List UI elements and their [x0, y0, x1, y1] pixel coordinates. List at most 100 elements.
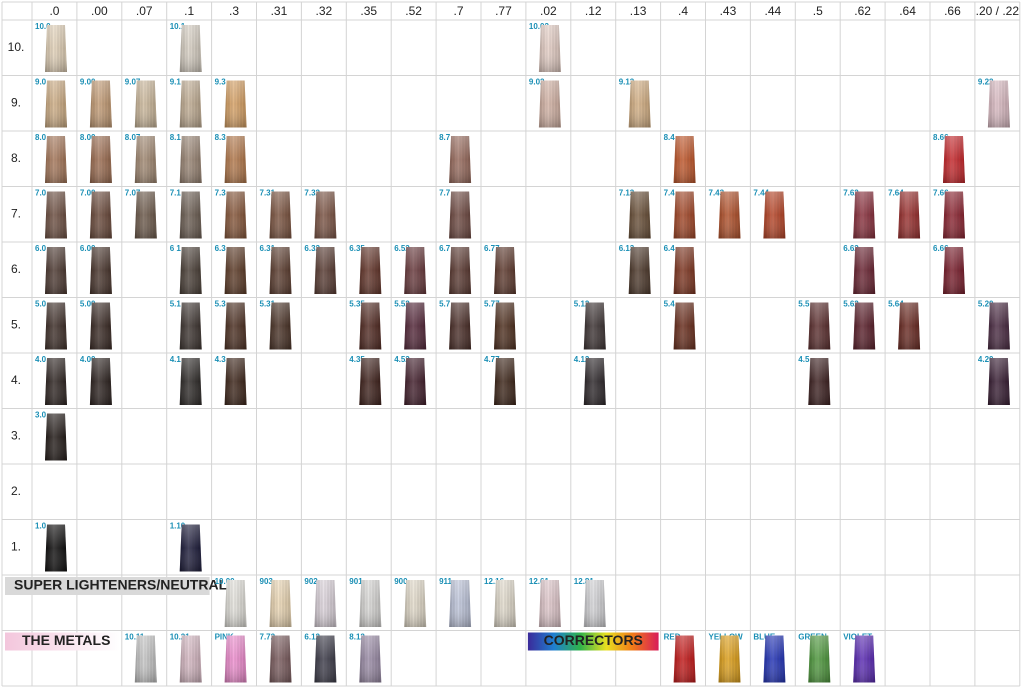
banner: [5, 577, 210, 595]
shade-label: 8.00: [80, 133, 96, 142]
shade-label: 9.02: [529, 78, 545, 87]
swatch-cell: 6.31: [260, 244, 292, 294]
swatch-shade: [449, 247, 472, 294]
swatch-shade: [179, 80, 202, 128]
shade-label: 7.4: [664, 189, 676, 198]
swatch-cell: 900: [394, 577, 427, 627]
shade-label: 6.4: [664, 244, 676, 253]
swatch-shade: [45, 302, 67, 350]
level-label: 5.: [11, 317, 21, 331]
swatch-shade: [359, 358, 382, 405]
swatch-shade: [224, 635, 247, 683]
swatch-shade: [134, 635, 157, 683]
shade-label: 7.64: [888, 189, 904, 198]
shade-label: 5.4: [664, 300, 676, 309]
shade-label: 7.62: [843, 189, 859, 198]
shade-label: 5.31: [260, 300, 276, 309]
swatch-shade: [45, 191, 67, 239]
shade-label: 4.77: [484, 355, 500, 364]
swatch-shade: [853, 191, 876, 239]
swatch-shade: [89, 247, 112, 294]
swatch-cell: 7.66: [933, 189, 965, 239]
swatch-cell: 7.4: [664, 189, 696, 239]
swatch-cell: 9.22: [978, 78, 1010, 128]
swatch-shade: [538, 25, 561, 72]
swatch-cell: 5.52: [394, 300, 427, 350]
swatch-shade: [179, 136, 202, 183]
swatch-shade: [673, 191, 696, 239]
swatch-cell: 12.16: [484, 577, 516, 627]
swatch-shade: [359, 580, 382, 627]
shade-label: 7.32: [304, 189, 320, 198]
swatch-shade: [987, 80, 1010, 128]
swatch-cell: 7.07: [125, 189, 157, 239]
column-header: .00: [91, 4, 108, 18]
shade-label: 911: [439, 577, 452, 586]
swatch-cell: 5.7: [439, 300, 472, 350]
swatch-shade: [808, 302, 831, 350]
swatch-cell: 5.4: [664, 300, 696, 350]
swatch-cell: 10.0: [35, 22, 67, 72]
shade-label: 4.3: [215, 355, 227, 364]
shade-label: 4.1: [170, 355, 182, 364]
swatch-shade: [449, 136, 472, 183]
swatch-shade: [179, 191, 202, 239]
swatch-shade: [494, 580, 516, 627]
shade-label: 9.1: [170, 78, 182, 87]
shade-label: 8.3: [215, 133, 227, 142]
swatch-shade: [314, 191, 337, 239]
shade-label: 6.32: [304, 244, 320, 253]
level-label: 6.: [11, 262, 21, 276]
swatch-cell: 911: [439, 577, 472, 627]
swatch-cell: 1.10: [170, 522, 202, 572]
shade-label: 4.20: [978, 355, 994, 364]
column-header: .66: [944, 4, 961, 18]
swatch-cell: 6.4: [664, 244, 696, 294]
swatch-cell: 7.64: [888, 189, 921, 239]
swatch-shade: [404, 302, 427, 350]
swatch-shade: [808, 635, 831, 683]
swatch-shade: [359, 247, 382, 294]
swatch-cell: 9.3: [215, 78, 247, 128]
swatch-shade: [359, 635, 382, 683]
banner: [5, 632, 120, 651]
shade-label: 903: [260, 577, 274, 586]
shade-label: 8.4: [664, 133, 676, 142]
level-label: 10.: [8, 40, 25, 54]
swatch-shade: [224, 358, 247, 405]
column-header: .7: [454, 4, 464, 18]
swatch-shade: [628, 247, 651, 294]
swatch-shade: [853, 247, 876, 294]
swatch-shade: [269, 302, 292, 350]
shade-label: 6.0: [35, 244, 47, 253]
swatch-shade: [89, 302, 112, 350]
shade-label: 9.13: [619, 78, 635, 87]
swatch-cell: 5.64: [888, 300, 921, 350]
swatch-cell: 3.0: [35, 411, 67, 461]
swatch-shade: [45, 25, 67, 72]
swatch-shade: [45, 358, 67, 405]
swatch-shade: [494, 247, 516, 294]
swatch-shade: [314, 635, 337, 683]
shade-label: 5.77: [484, 300, 500, 309]
swatch-cell: 8.3: [215, 133, 247, 183]
swatch-cell: 7.0: [35, 189, 67, 239]
swatch-shade: [808, 358, 831, 405]
column-header: .20 / .22: [976, 4, 1020, 18]
shade-label: 5.7: [439, 300, 451, 309]
shade-label: 5.20: [978, 300, 994, 309]
swatch-cell: 902: [304, 577, 337, 627]
column-header: .4: [678, 4, 688, 18]
shade-label: 6.13: [619, 244, 635, 253]
swatch-shade: [224, 191, 247, 239]
shade-label: 7.43: [709, 189, 725, 198]
swatch-cell: 7.43: [709, 189, 741, 239]
shade-label: 4.0: [35, 355, 47, 364]
swatch-cell: 6.32: [304, 244, 337, 294]
swatch-shade: [179, 635, 202, 683]
swatch-cell: 6.12: [304, 633, 337, 683]
shade-label: 9.07: [125, 78, 141, 87]
swatch-cell: 4.3: [215, 355, 247, 405]
shade-label: 901: [349, 577, 363, 586]
shade-label: 4.5: [798, 355, 810, 364]
